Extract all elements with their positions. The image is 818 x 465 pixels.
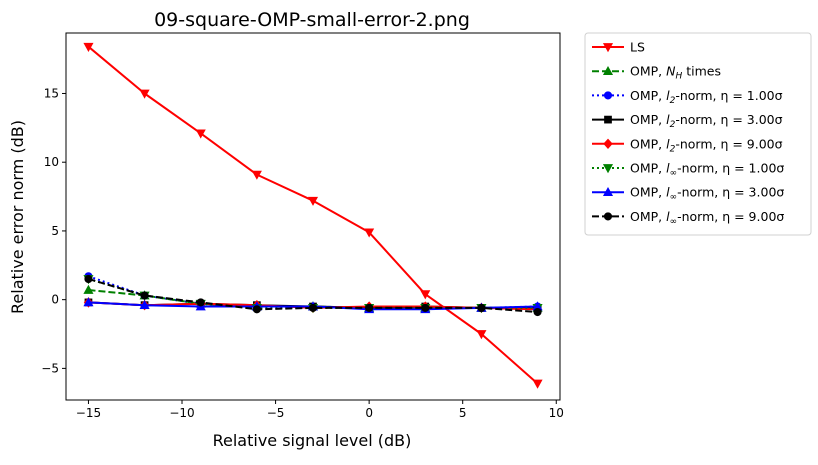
- data-point: [139, 89, 150, 99]
- y-axis-ticks: −5 0 5 10 15: [41, 86, 66, 375]
- legend-box: [584, 32, 812, 236]
- y-tick-label: 5: [51, 224, 59, 238]
- data-point: [195, 129, 206, 139]
- legend-label: OMP, l∞-norm, η = 1.00σ: [630, 161, 784, 179]
- data-point: [252, 305, 261, 314]
- y-axis-label: Relative error norm (dB): [8, 120, 27, 314]
- data-point: [251, 170, 262, 180]
- series-0: [83, 42, 543, 389]
- x-tick-label: 5: [459, 406, 467, 420]
- y-tick-label: −5: [41, 361, 59, 375]
- legend-entry: OMP, l∞-norm, η = 3.00σ: [592, 185, 784, 203]
- data-point: [139, 299, 150, 310]
- data-point: [476, 330, 487, 340]
- data-point: [532, 379, 543, 389]
- x-tick-label: −15: [76, 406, 101, 420]
- legend: LS OMP, NH times OMP, l2-norm, η = 1.00σ OM…: [584, 32, 812, 236]
- legend-marker: [604, 115, 612, 124]
- data-point: [307, 196, 319, 206]
- data-point: [421, 303, 430, 312]
- legend-items: LS OMP, NH times OMP, l2-norm, η = 1.00σ OM…: [592, 40, 784, 227]
- legend-marker: [603, 91, 613, 100]
- x-axis-label: Relative signal level (dB): [213, 431, 412, 450]
- data-point: [364, 228, 375, 238]
- data-point: [420, 290, 431, 300]
- legend-label: OMP, l∞-norm, η = 9.00σ: [630, 209, 784, 227]
- legend-entry: OMP, l2-norm, η = 1.00σ: [592, 88, 783, 106]
- data-point: [140, 291, 149, 300]
- plot-border: [65, 32, 561, 401]
- legend-entry: OMP, NH times: [592, 64, 721, 82]
- data-point: [83, 297, 94, 307]
- chart-title: 09-square-OMP-small-error-2.png: [154, 9, 470, 31]
- data-point: [477, 303, 486, 312]
- legend-entry: OMP, l2-norm, η = 9.00σ: [592, 136, 783, 154]
- legend-label: OMP, l2-norm, η = 9.00σ: [630, 136, 783, 154]
- data-point: [365, 303, 374, 312]
- data-point: [308, 303, 318, 312]
- x-tick-label: −10: [169, 406, 194, 420]
- legend-marker: [602, 164, 614, 174]
- series-7: [84, 274, 542, 317]
- plot-area: [66, 33, 560, 400]
- legend-entry: OMP, l2-norm, η = 3.00σ: [592, 112, 783, 130]
- legend-entry: OMP, l∞-norm, η = 1.00σ: [592, 161, 784, 179]
- legend-marker: [602, 43, 614, 53]
- x-tick-label: 0: [365, 406, 373, 420]
- x-tick-label: 10: [549, 406, 564, 420]
- data-point: [196, 298, 205, 307]
- legend-marker: [603, 138, 613, 149]
- legend-marker: [602, 186, 614, 197]
- series-layer: [83, 42, 543, 389]
- legend-marker: [602, 65, 614, 76]
- legend-entry: OMP, l∞-norm, η = 9.00σ: [592, 209, 784, 227]
- legend-marker: [603, 212, 613, 221]
- data-point: [533, 307, 542, 317]
- y-tick-label: 15: [44, 86, 59, 100]
- x-axis-ticks: −15 −10 −5 0 5 10: [76, 400, 564, 420]
- y-tick-label: 10: [44, 155, 59, 169]
- legend-label: OMP, l2-norm, η = 3.00σ: [630, 112, 783, 130]
- data-point: [83, 284, 94, 294]
- legend-label: OMP, l∞-norm, η = 3.00σ: [630, 185, 784, 203]
- legend-label: LS: [630, 40, 645, 55]
- data-point: [83, 42, 94, 52]
- legend-entry: LS: [592, 40, 645, 55]
- legend-label: OMP, NH times: [630, 64, 721, 82]
- legend-label: OMP, l2-norm, η = 1.00σ: [630, 88, 783, 106]
- y-tick-label: 0: [51, 293, 59, 307]
- data-point: [84, 274, 93, 284]
- x-tick-label: −5: [267, 406, 285, 420]
